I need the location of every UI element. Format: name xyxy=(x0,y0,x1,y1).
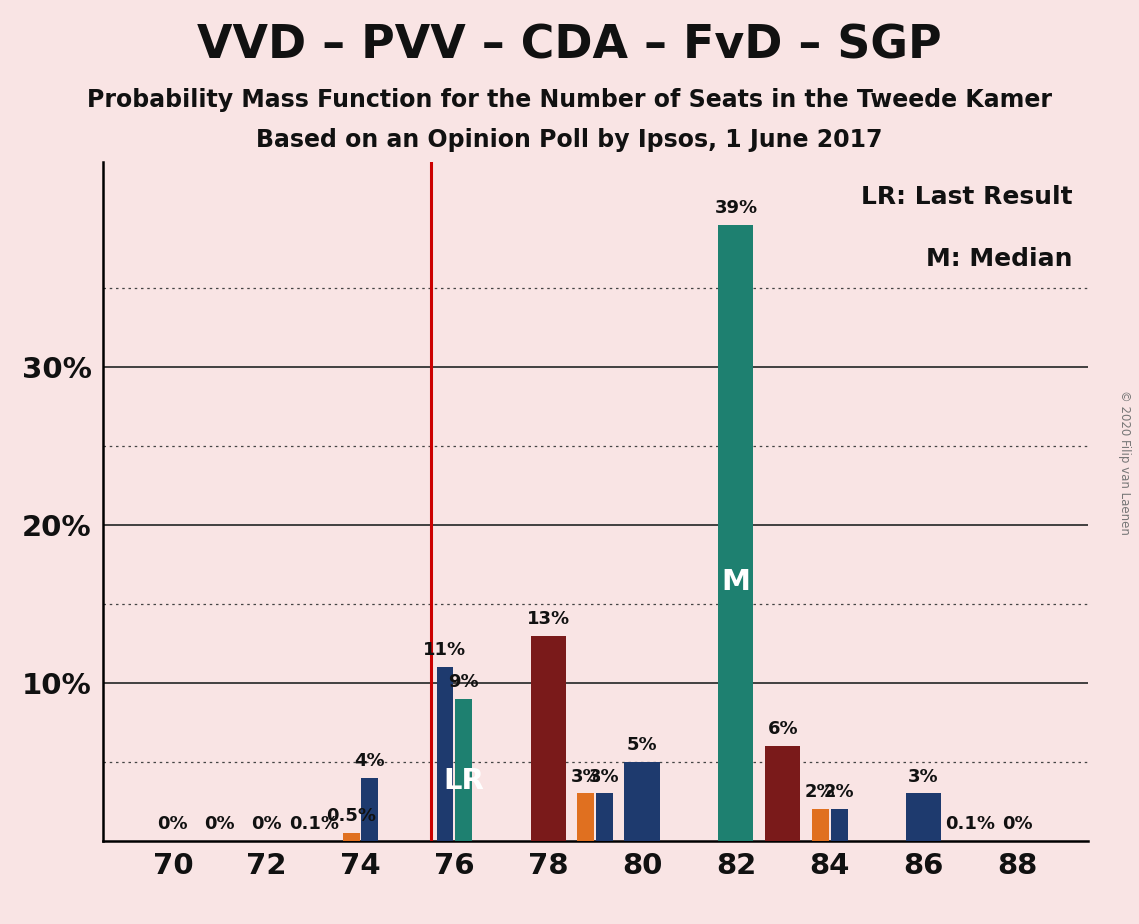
Text: 0%: 0% xyxy=(1002,815,1033,833)
Bar xyxy=(436,667,453,841)
Text: 2%: 2% xyxy=(805,784,836,801)
Bar xyxy=(456,699,473,841)
Bar xyxy=(361,778,378,841)
Text: Based on an Opinion Poll by Ipsos, 1 June 2017: Based on an Opinion Poll by Ipsos, 1 Jun… xyxy=(256,128,883,152)
Bar xyxy=(343,833,360,841)
Text: 9%: 9% xyxy=(449,673,480,691)
Bar xyxy=(624,762,659,841)
Bar xyxy=(906,794,941,841)
Text: LR: LR xyxy=(443,767,484,796)
Text: 0.5%: 0.5% xyxy=(326,807,376,825)
Text: 0%: 0% xyxy=(252,815,282,833)
Text: 13%: 13% xyxy=(526,610,570,627)
Text: 3%: 3% xyxy=(908,768,939,785)
Text: 6%: 6% xyxy=(768,720,798,738)
Text: 4%: 4% xyxy=(354,752,385,770)
Bar xyxy=(719,225,754,841)
Bar xyxy=(577,794,595,841)
Text: 5%: 5% xyxy=(626,736,657,754)
Text: 11%: 11% xyxy=(424,641,467,659)
Bar xyxy=(765,746,801,841)
Text: 3%: 3% xyxy=(589,768,620,785)
Text: Probability Mass Function for the Number of Seats in the Tweede Kamer: Probability Mass Function for the Number… xyxy=(87,88,1052,112)
Text: 0.1%: 0.1% xyxy=(288,815,338,833)
Bar xyxy=(596,794,613,841)
Text: VVD – PVV – CDA – FvD – SGP: VVD – PVV – CDA – FvD – SGP xyxy=(197,23,942,68)
Text: 3%: 3% xyxy=(571,768,601,785)
Text: LR: Last Result: LR: Last Result xyxy=(861,186,1073,210)
Text: M: Median: M: Median xyxy=(926,247,1073,271)
Text: 0.1%: 0.1% xyxy=(945,815,995,833)
Text: © 2020 Filip van Laenen: © 2020 Filip van Laenen xyxy=(1117,390,1131,534)
Text: 0%: 0% xyxy=(205,815,235,833)
Bar xyxy=(812,809,829,841)
Text: 0%: 0% xyxy=(157,815,188,833)
Bar xyxy=(830,809,847,841)
Text: M: M xyxy=(721,568,751,596)
Bar xyxy=(531,636,566,841)
Text: 2%: 2% xyxy=(823,784,854,801)
Text: 39%: 39% xyxy=(714,199,757,217)
